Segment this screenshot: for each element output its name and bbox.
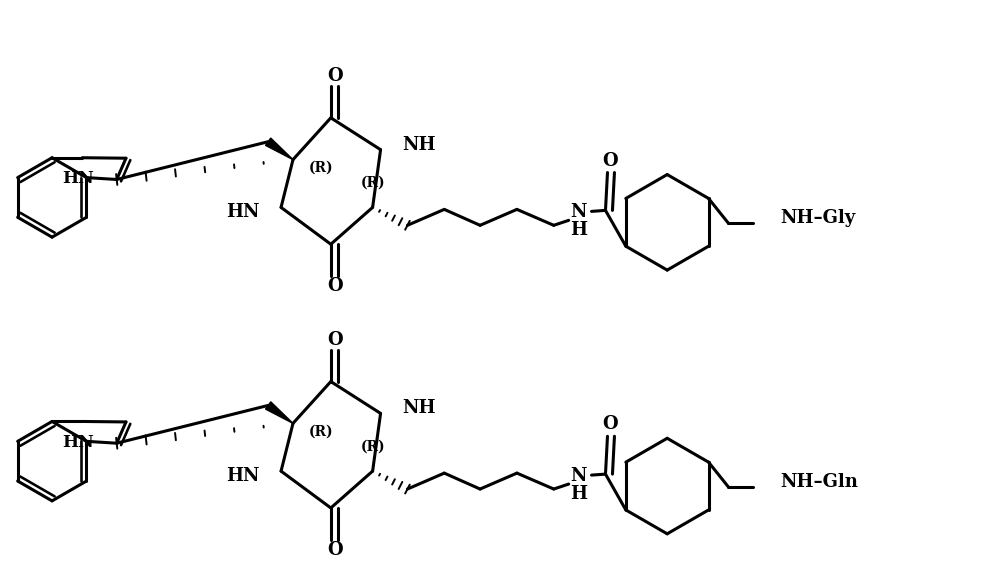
Text: H: H bbox=[570, 485, 587, 503]
Text: O: O bbox=[327, 331, 343, 349]
Polygon shape bbox=[266, 402, 293, 423]
Text: (R): (R) bbox=[309, 424, 333, 438]
Text: (R): (R) bbox=[360, 439, 385, 453]
Polygon shape bbox=[266, 138, 293, 160]
Text: (R): (R) bbox=[309, 160, 333, 175]
Text: NH: NH bbox=[402, 135, 436, 153]
Text: O: O bbox=[327, 67, 343, 85]
Text: (R): (R) bbox=[360, 175, 385, 189]
Text: N: N bbox=[570, 467, 587, 485]
Text: HN: HN bbox=[226, 467, 259, 485]
Text: NH–Gln: NH–Gln bbox=[780, 473, 858, 491]
Text: NH–Gly: NH–Gly bbox=[780, 210, 855, 228]
Text: O: O bbox=[327, 277, 343, 295]
Text: NH: NH bbox=[402, 400, 436, 417]
Text: HN: HN bbox=[63, 434, 94, 451]
Text: O: O bbox=[603, 152, 618, 170]
Text: HN: HN bbox=[63, 170, 94, 187]
Text: O: O bbox=[327, 541, 343, 559]
Text: O: O bbox=[603, 415, 618, 433]
Text: N: N bbox=[570, 203, 587, 221]
Text: HN: HN bbox=[226, 203, 259, 221]
Text: H: H bbox=[570, 221, 587, 239]
